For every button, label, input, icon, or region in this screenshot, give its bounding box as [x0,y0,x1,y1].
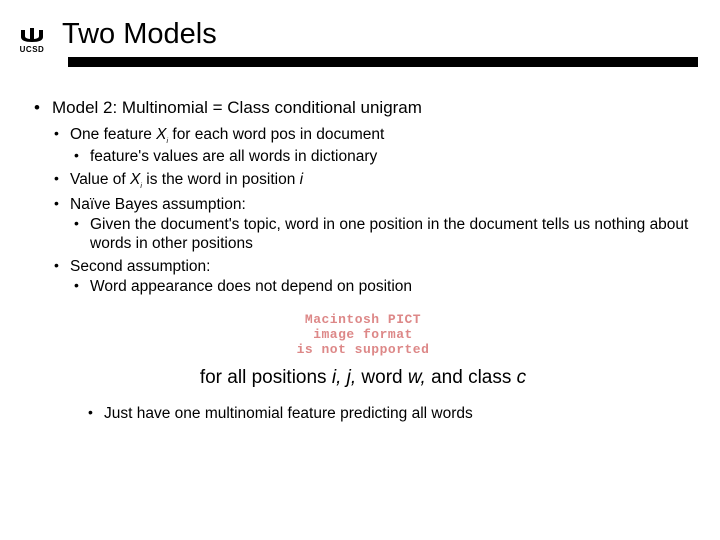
logo-text: UCSD [12,45,52,54]
slide-title: Two Models [60,18,720,55]
ucsd-logo: UCSD [12,28,52,54]
sub-sub-bullet: feature's values are all words in dictio… [70,147,692,167]
sub-bullet-2: Value of Xi is the word in position i [52,170,692,192]
sub-sub-bullet: Word appearance does not depend on posit… [70,277,692,297]
slide: UCSD Two Models Model 2: Multinomial = C… [0,0,720,540]
sub-sub-bullet: Given the document's topic, word in one … [70,215,692,255]
main-bullet: Model 2: Multinomial = Class conditional… [34,97,692,297]
placeholder-line: Macintosh PICT [34,313,692,328]
title-rule [68,57,698,67]
footer-condition: for all positions i, j, word w, and clas… [34,366,692,390]
placeholder-line: image format [34,328,692,343]
main-heading: Model 2: Multinomial = Class conditional… [52,98,422,117]
trident-icon [17,28,47,44]
pict-placeholder: Macintosh PICT image format is not suppo… [34,313,692,358]
sub-bullet-3: Naïve Bayes assumption: Given the docume… [52,195,692,254]
final-bullet: Just have one multinomial feature predic… [86,404,692,424]
final-bullet-wrap: Just have one multinomial feature predic… [34,404,692,424]
placeholder-line: is not supported [34,343,692,358]
sub-bullet-1: One feature Xi for each word pos in docu… [52,125,692,167]
slide-content: Model 2: Multinomial = Class conditional… [0,73,720,424]
slide-header: UCSD Two Models [0,18,720,67]
sub-bullet-4: Second assumption: Word appearance does … [52,257,692,297]
